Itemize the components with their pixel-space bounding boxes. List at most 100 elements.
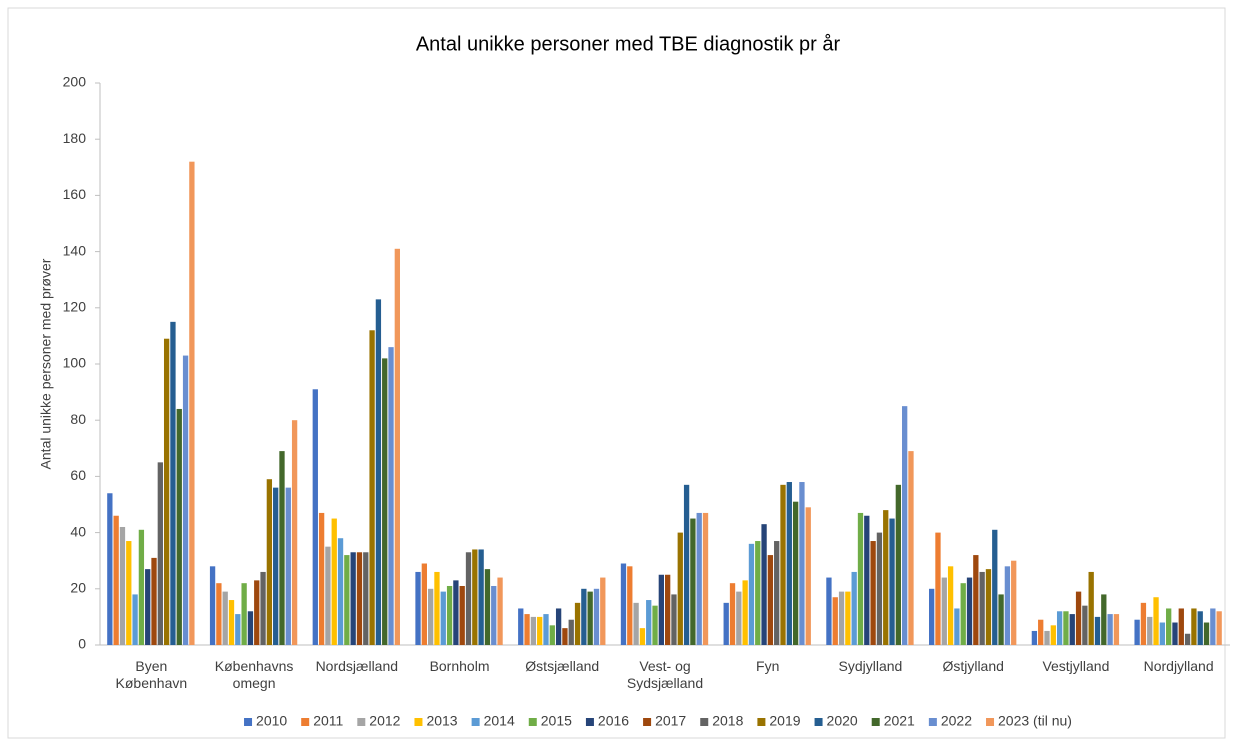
bar [620,563,627,645]
chart-title: Antal unikke personer med TBE diagnostik… [416,33,841,55]
bar [209,566,216,645]
bar [805,507,811,645]
legend-label: 2014 [484,713,515,729]
bar [748,543,755,645]
y-tick-label: 160 [63,186,87,202]
bar [350,552,356,645]
bar [1210,608,1216,645]
bar [902,406,908,645]
bar [1147,616,1153,645]
bar [568,619,574,645]
bar [742,580,748,645]
bar [291,420,298,645]
bar [786,482,792,645]
bar [799,482,805,645]
bar [671,594,677,645]
bar [792,501,799,645]
legend-label: 2019 [769,713,800,729]
bar [702,512,709,645]
bar [979,571,985,645]
x-tick-label: Sydjylland [838,658,903,674]
bar [755,541,761,645]
bar [562,628,568,645]
bar [633,602,639,645]
bar [864,515,870,645]
bar [222,591,228,645]
bar [465,552,472,645]
y-tick-label: 140 [63,242,87,258]
bar [729,583,736,645]
legend-label: 2015 [541,713,572,729]
bar [876,532,883,645]
bar [652,605,658,645]
legend-label: 2012 [369,713,400,729]
bar [1178,608,1184,645]
bar [107,493,113,645]
legend-swatch [928,718,937,726]
bar [973,555,979,645]
bar [954,608,960,645]
bar [947,566,954,645]
bar [157,462,163,645]
bar [126,541,132,645]
bar [285,487,291,645]
bar [356,552,363,645]
bar [113,515,119,645]
bar [318,512,325,645]
x-tick-label: Bornholm [429,658,490,674]
bar [182,355,189,645]
bar [1166,608,1172,645]
bar [472,549,478,645]
bar [241,583,247,645]
bar [929,588,935,645]
y-tick-label: 0 [78,636,86,652]
bar [1075,591,1082,645]
bar [639,628,646,645]
bar [1191,608,1197,645]
bar [119,526,126,645]
bar [883,510,889,645]
bar [1050,625,1056,645]
bar [767,555,774,645]
bar [1184,633,1191,645]
legend-label: 2022 [941,713,972,729]
bar [838,591,845,645]
y-tick-label: 100 [63,355,87,371]
bar [780,484,786,645]
bar [1203,622,1210,645]
bar [273,487,279,645]
bar [427,588,434,645]
legend-label: 2021 [884,713,915,729]
bar [736,591,742,645]
bar [497,577,503,645]
y-tick-label: 180 [63,130,87,146]
bar [446,585,453,645]
y-tick-label: 40 [70,523,86,539]
bar [992,529,998,645]
y-tick-label: 120 [63,299,87,315]
bar [1031,630,1038,645]
x-tick-label: Byen København [115,658,188,691]
bar [394,248,400,646]
bar [845,591,851,645]
bar [966,577,973,645]
bar [151,557,157,645]
x-tick-label: Nordjylland [1143,658,1214,674]
bar [1056,611,1063,645]
bar [453,580,459,645]
bar [235,614,241,645]
legend-swatch [528,718,537,726]
bar [170,321,176,645]
legend-label: 2010 [256,713,287,729]
legend-label: 2016 [598,713,629,729]
bar [690,518,696,645]
legend-swatch [414,718,423,726]
bar [344,555,350,645]
x-tick-label: Københavns omegn [214,658,294,691]
bar [176,408,182,645]
bar [941,577,947,645]
bar [163,338,170,645]
legend-label: 2020 [827,713,858,729]
bar [530,616,537,645]
bar [459,585,465,645]
